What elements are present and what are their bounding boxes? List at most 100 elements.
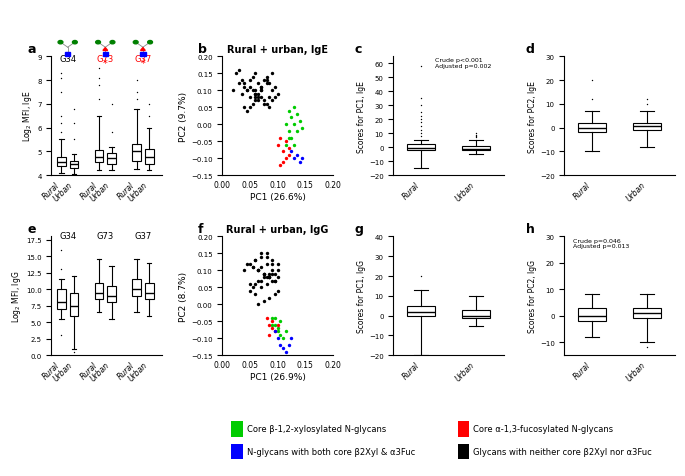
PathPatch shape	[95, 151, 103, 163]
Text: b: b	[198, 43, 207, 56]
Bar	[232, 444, 242, 459]
Text: G34: G34	[59, 231, 76, 240]
Y-axis label: PC2 (8.7%): PC2 (8.7%)	[179, 271, 188, 321]
Point	[234, 80, 245, 88]
Text: *: *	[103, 59, 108, 69]
Title: Rural + urban, IgE: Rural + urban, IgE	[227, 45, 328, 55]
Point	[269, 328, 280, 336]
Point	[266, 260, 277, 268]
Point	[250, 90, 261, 98]
Point	[269, 270, 280, 278]
Point	[275, 331, 286, 339]
Text: G37: G37	[134, 55, 151, 64]
Point	[261, 260, 272, 268]
Text: Core α-1,3-fucosylated N-glycans: Core α-1,3-fucosylated N-glycans	[473, 425, 614, 434]
Point	[280, 121, 291, 129]
Point	[258, 298, 269, 305]
Point	[245, 288, 256, 295]
Point	[250, 90, 261, 98]
Point	[272, 274, 283, 281]
Point	[256, 253, 266, 261]
Point	[258, 101, 269, 109]
Point	[269, 291, 280, 298]
Point	[250, 87, 261, 95]
Point	[272, 325, 283, 332]
Point	[239, 267, 250, 275]
Y-axis label: PC2 (9.7%): PC2 (9.7%)	[179, 91, 188, 141]
Text: G73: G73	[97, 231, 114, 240]
X-axis label: PC1 (26.6%): PC1 (26.6%)	[249, 192, 306, 201]
Point	[256, 87, 266, 95]
Y-axis label: Scores for PC1, IgG: Scores for PC1, IgG	[357, 260, 366, 333]
Point	[264, 94, 275, 101]
Point	[269, 84, 280, 91]
Point	[245, 260, 256, 268]
Point	[269, 277, 280, 285]
Point	[261, 74, 272, 81]
PathPatch shape	[462, 147, 490, 150]
Point	[247, 74, 258, 81]
PathPatch shape	[107, 286, 116, 303]
Point	[280, 141, 291, 149]
Point	[266, 70, 277, 78]
Point	[247, 264, 258, 271]
Point	[291, 128, 302, 136]
Point	[247, 264, 258, 271]
Text: Glycans with neither core β2Xyl nor α3Fuc: Glycans with neither core β2Xyl nor α3Fu…	[473, 447, 652, 456]
Point	[261, 101, 272, 109]
Point	[291, 111, 302, 119]
Point	[256, 84, 266, 91]
Point	[266, 257, 277, 264]
Point	[228, 87, 239, 95]
Point	[264, 274, 275, 281]
Bar	[458, 444, 469, 459]
Y-axis label: Log$_2$ MFI, IgG: Log$_2$ MFI, IgG	[10, 270, 23, 322]
Point	[250, 257, 261, 264]
X-axis label: PC1 (26.9%): PC1 (26.9%)	[249, 372, 306, 381]
Point	[286, 335, 297, 342]
Point	[297, 125, 308, 132]
Point	[258, 77, 269, 85]
Point	[245, 104, 256, 112]
Point	[261, 250, 272, 258]
PathPatch shape	[578, 308, 606, 321]
Point	[256, 84, 266, 91]
Point	[239, 104, 250, 112]
Point	[242, 108, 253, 115]
Point	[261, 280, 272, 288]
Point	[256, 284, 266, 291]
Point	[256, 94, 266, 101]
Point	[291, 151, 302, 159]
Point	[288, 155, 299, 163]
PathPatch shape	[407, 306, 435, 316]
Point	[253, 267, 264, 275]
Point	[275, 341, 286, 349]
Point	[286, 114, 297, 122]
Point	[261, 80, 272, 88]
Point	[264, 274, 275, 281]
Point	[258, 274, 269, 281]
Point	[269, 321, 280, 329]
Point	[253, 301, 264, 308]
Point	[247, 101, 258, 109]
Point	[266, 315, 277, 322]
Point	[275, 318, 286, 326]
Point	[286, 148, 297, 156]
Point	[258, 270, 269, 278]
Point	[250, 280, 261, 288]
Point	[247, 284, 258, 291]
Point	[272, 267, 283, 275]
Point	[250, 257, 261, 264]
Point	[277, 335, 288, 342]
Text: Crude p=0.046
Adjusted p=0.013: Crude p=0.046 Adjusted p=0.013	[573, 238, 630, 249]
Point	[245, 84, 256, 91]
Point	[253, 94, 264, 101]
Point	[283, 151, 294, 159]
Point	[294, 159, 305, 166]
Point	[272, 321, 283, 329]
Point	[266, 325, 277, 332]
Point	[242, 260, 253, 268]
Point	[266, 270, 277, 278]
Point	[242, 87, 253, 95]
Point	[269, 277, 280, 285]
